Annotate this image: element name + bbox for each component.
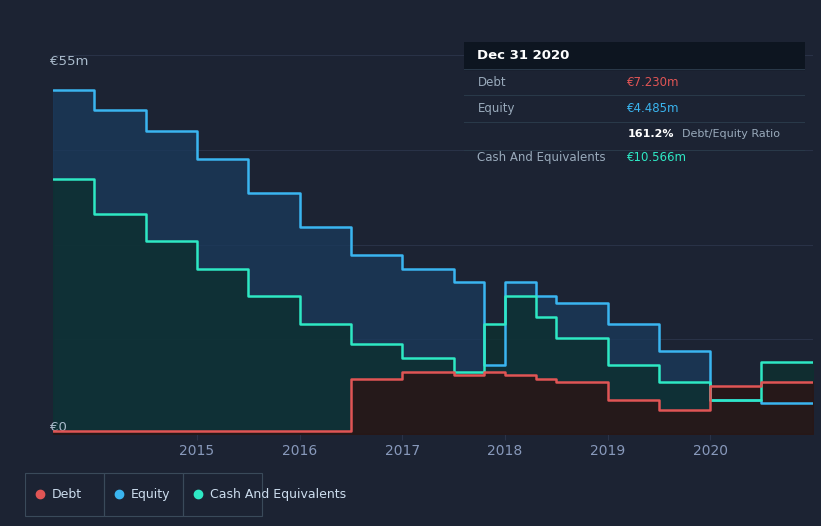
Text: Dec 31 2020: Dec 31 2020 xyxy=(478,49,570,62)
Text: Equity: Equity xyxy=(131,488,170,501)
Text: €10.566m: €10.566m xyxy=(627,151,687,164)
Bar xyxy=(464,42,805,69)
Text: Debt: Debt xyxy=(478,76,506,89)
Text: €55m: €55m xyxy=(49,55,88,68)
Text: Cash And Equivalents: Cash And Equivalents xyxy=(210,488,346,501)
Text: €0: €0 xyxy=(49,421,67,434)
Text: 161.2%: 161.2% xyxy=(627,129,674,139)
Text: Debt: Debt xyxy=(52,488,82,501)
Text: €4.485m: €4.485m xyxy=(627,103,680,115)
Text: Equity: Equity xyxy=(478,103,515,115)
Text: Debt/Equity Ratio: Debt/Equity Ratio xyxy=(682,129,780,139)
Text: €7.230m: €7.230m xyxy=(627,76,680,89)
Text: Cash And Equivalents: Cash And Equivalents xyxy=(478,151,606,164)
